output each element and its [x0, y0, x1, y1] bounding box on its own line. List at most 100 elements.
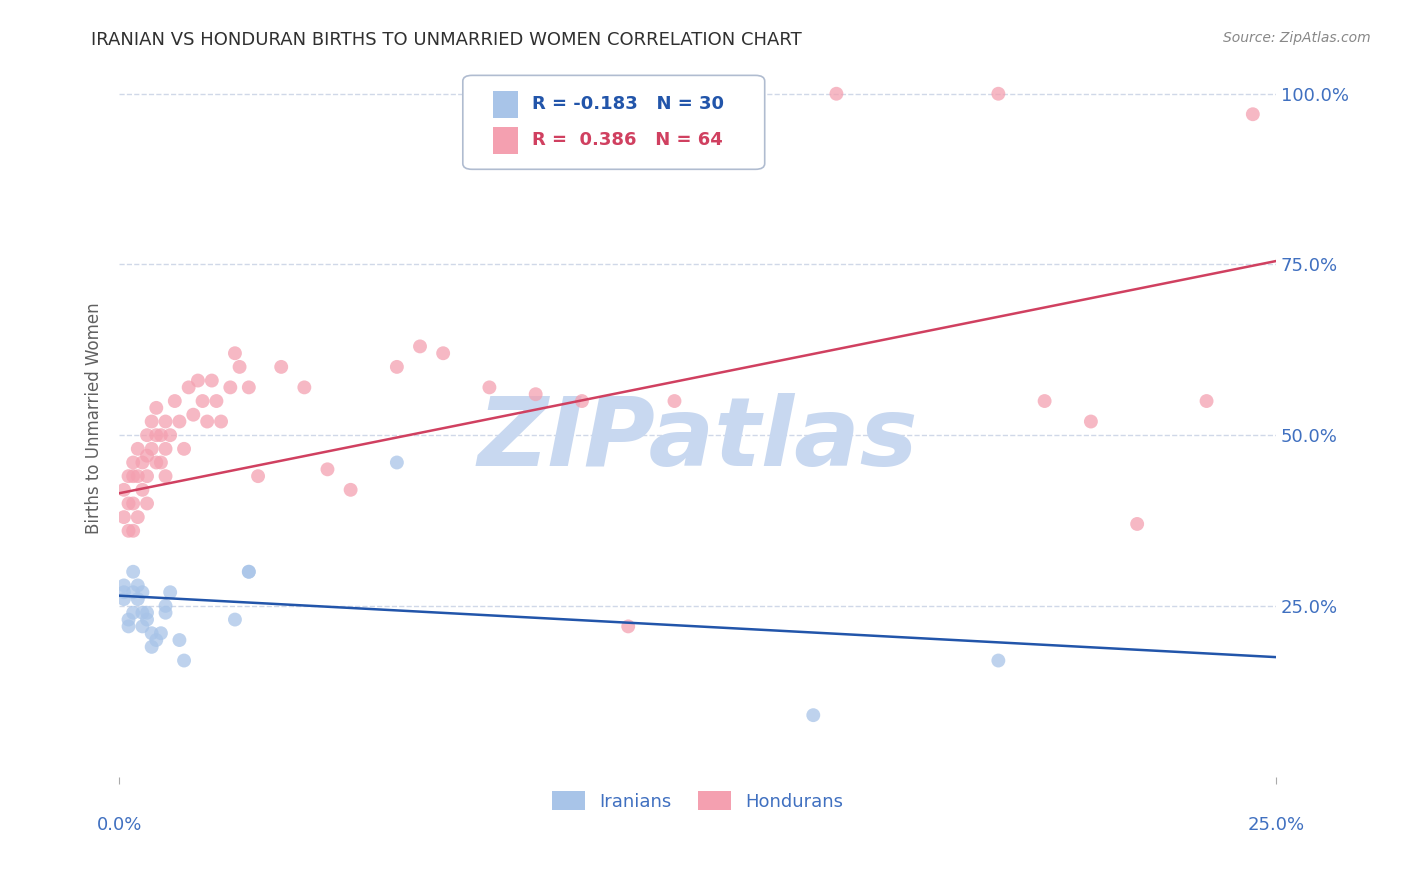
Point — [524, 387, 547, 401]
Point — [163, 394, 186, 409]
Point — [131, 455, 153, 469]
Point — [987, 87, 1010, 101]
Point — [112, 578, 135, 592]
Point — [122, 524, 145, 538]
Point — [195, 415, 218, 429]
Point — [136, 428, 159, 442]
Text: R =  0.386   N = 64: R = 0.386 N = 64 — [533, 131, 723, 150]
Point — [224, 346, 246, 360]
Point — [117, 496, 139, 510]
Point — [155, 599, 177, 613]
Point — [173, 654, 195, 668]
Point — [205, 394, 228, 409]
Point — [131, 483, 153, 497]
Point — [127, 510, 149, 524]
Point — [131, 585, 153, 599]
Point — [664, 394, 686, 409]
Point — [136, 496, 159, 510]
Point — [145, 455, 167, 469]
Point — [117, 613, 139, 627]
Point — [385, 455, 408, 469]
Point — [801, 708, 824, 723]
Point — [122, 606, 145, 620]
Point — [1080, 415, 1102, 429]
Point — [1241, 107, 1264, 121]
Point — [571, 394, 593, 409]
Text: IRANIAN VS HONDURAN BIRTHS TO UNMARRIED WOMEN CORRELATION CHART: IRANIAN VS HONDURAN BIRTHS TO UNMARRIED … — [91, 31, 803, 49]
Point — [141, 626, 163, 640]
Point — [181, 408, 204, 422]
Y-axis label: Births to Unmarried Women: Births to Unmarried Women — [86, 302, 103, 534]
Point — [1033, 394, 1056, 409]
Point — [238, 380, 260, 394]
Point — [122, 469, 145, 483]
Point — [131, 619, 153, 633]
Point — [187, 374, 209, 388]
Point — [155, 606, 177, 620]
Point — [112, 592, 135, 607]
Point — [155, 442, 177, 456]
Point — [219, 380, 242, 394]
Point — [155, 415, 177, 429]
Point — [136, 613, 159, 627]
Point — [112, 510, 135, 524]
Point — [127, 592, 149, 607]
Point — [145, 633, 167, 648]
Point — [292, 380, 315, 394]
Point — [122, 585, 145, 599]
Point — [228, 359, 250, 374]
Point — [1126, 516, 1149, 531]
Point — [127, 578, 149, 592]
Point — [478, 380, 501, 394]
Point — [159, 585, 181, 599]
Point — [224, 613, 246, 627]
Point — [238, 565, 260, 579]
Point — [141, 415, 163, 429]
Point — [136, 449, 159, 463]
Point — [409, 339, 432, 353]
Point — [1195, 394, 1218, 409]
Point — [117, 469, 139, 483]
Point — [145, 428, 167, 442]
Point — [149, 428, 172, 442]
Point — [136, 469, 159, 483]
Point — [339, 483, 361, 497]
Point — [316, 462, 339, 476]
Point — [159, 428, 181, 442]
Point — [173, 442, 195, 456]
Point — [238, 565, 260, 579]
Legend: Iranians, Hondurans: Iranians, Hondurans — [544, 784, 851, 818]
Point — [112, 585, 135, 599]
Point — [617, 619, 640, 633]
Text: 0.0%: 0.0% — [97, 816, 142, 834]
Point — [987, 654, 1010, 668]
Point — [141, 640, 163, 654]
Point — [201, 374, 224, 388]
Point — [141, 442, 163, 456]
Point — [385, 359, 408, 374]
Text: 25.0%: 25.0% — [1247, 816, 1305, 834]
Point — [117, 619, 139, 633]
Text: Source: ZipAtlas.com: Source: ZipAtlas.com — [1223, 31, 1371, 45]
Point — [169, 633, 191, 648]
Point — [122, 565, 145, 579]
Point — [117, 524, 139, 538]
Point — [169, 415, 191, 429]
Point — [432, 346, 454, 360]
Point — [270, 359, 292, 374]
Point — [191, 394, 214, 409]
Point — [112, 483, 135, 497]
Point — [122, 496, 145, 510]
FancyBboxPatch shape — [494, 127, 519, 154]
Point — [149, 626, 172, 640]
Point — [155, 469, 177, 483]
Point — [127, 469, 149, 483]
Point — [122, 455, 145, 469]
Text: ZIPatlas: ZIPatlas — [477, 393, 918, 486]
Point — [177, 380, 200, 394]
Point — [149, 455, 172, 469]
FancyBboxPatch shape — [463, 76, 765, 169]
Point — [136, 606, 159, 620]
Point — [209, 415, 232, 429]
Text: R = -0.183   N = 30: R = -0.183 N = 30 — [533, 95, 724, 113]
